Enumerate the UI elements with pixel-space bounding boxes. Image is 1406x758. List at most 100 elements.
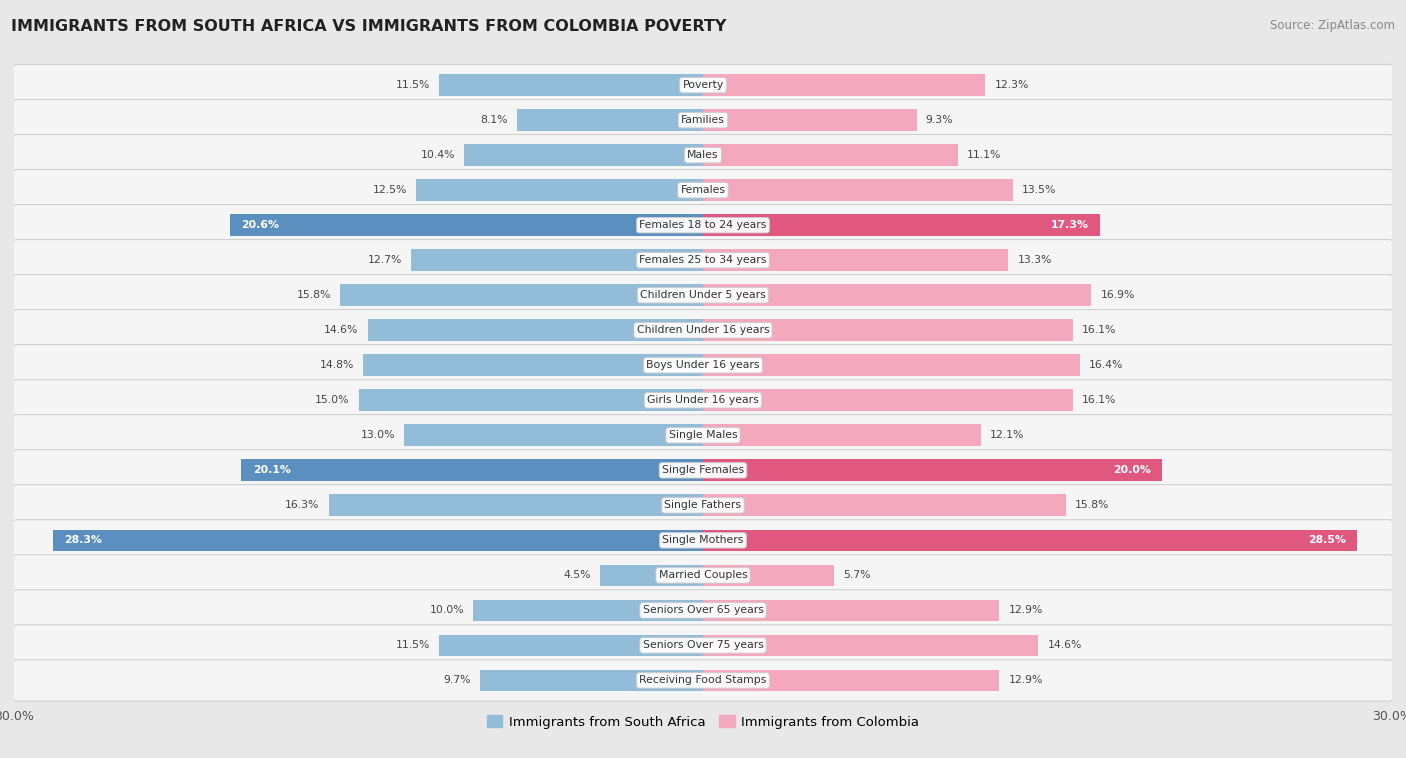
Text: 15.8%: 15.8% <box>297 290 330 300</box>
Text: Children Under 5 years: Children Under 5 years <box>640 290 766 300</box>
Bar <box>703 565 834 586</box>
Text: 10.4%: 10.4% <box>420 150 456 160</box>
Bar <box>242 459 703 481</box>
FancyBboxPatch shape <box>13 205 1393 246</box>
Text: 12.9%: 12.9% <box>1008 606 1043 615</box>
Text: 20.6%: 20.6% <box>242 221 280 230</box>
Bar <box>439 74 703 96</box>
Bar <box>412 249 703 271</box>
Text: Single Fathers: Single Fathers <box>665 500 741 510</box>
Text: 20.0%: 20.0% <box>1114 465 1152 475</box>
Text: 16.1%: 16.1% <box>1083 325 1116 335</box>
Text: Seniors Over 65 years: Seniors Over 65 years <box>643 606 763 615</box>
Text: 16.9%: 16.9% <box>1101 290 1135 300</box>
Text: 14.8%: 14.8% <box>319 360 354 370</box>
Text: 11.1%: 11.1% <box>967 150 1001 160</box>
Text: Children Under 16 years: Children Under 16 years <box>637 325 769 335</box>
Text: 5.7%: 5.7% <box>844 570 870 581</box>
Bar <box>703 600 1000 622</box>
Text: 11.5%: 11.5% <box>395 641 430 650</box>
Text: 15.8%: 15.8% <box>1076 500 1109 510</box>
Bar <box>703 634 1038 656</box>
Bar <box>703 74 986 96</box>
Text: Boys Under 16 years: Boys Under 16 years <box>647 360 759 370</box>
FancyBboxPatch shape <box>13 590 1393 631</box>
Bar <box>340 284 703 306</box>
Bar <box>703 669 1000 691</box>
Text: 13.5%: 13.5% <box>1022 185 1056 196</box>
Text: 4.5%: 4.5% <box>562 570 591 581</box>
Bar <box>703 215 1101 236</box>
Text: 28.3%: 28.3% <box>65 535 103 545</box>
Bar <box>363 355 703 376</box>
Text: 15.0%: 15.0% <box>315 396 349 406</box>
Bar <box>703 494 1066 516</box>
Text: Single Mothers: Single Mothers <box>662 535 744 545</box>
Bar <box>703 459 1163 481</box>
Bar <box>405 424 703 446</box>
FancyBboxPatch shape <box>13 240 1393 281</box>
Text: Single Males: Single Males <box>669 431 737 440</box>
Bar <box>474 600 703 622</box>
FancyBboxPatch shape <box>13 345 1393 386</box>
FancyBboxPatch shape <box>13 170 1393 211</box>
Legend: Immigrants from South Africa, Immigrants from Colombia: Immigrants from South Africa, Immigrants… <box>481 709 925 734</box>
Text: 8.1%: 8.1% <box>481 115 508 125</box>
Text: 17.3%: 17.3% <box>1050 221 1088 230</box>
Text: 9.7%: 9.7% <box>443 675 471 685</box>
Text: Females: Females <box>681 185 725 196</box>
Bar <box>464 144 703 166</box>
Text: 11.5%: 11.5% <box>395 80 430 90</box>
Text: Females 18 to 24 years: Females 18 to 24 years <box>640 221 766 230</box>
FancyBboxPatch shape <box>13 380 1393 421</box>
FancyBboxPatch shape <box>13 274 1393 316</box>
Text: 16.1%: 16.1% <box>1083 396 1116 406</box>
Text: 20.1%: 20.1% <box>253 465 291 475</box>
FancyBboxPatch shape <box>13 134 1393 176</box>
Text: 10.0%: 10.0% <box>430 606 464 615</box>
Bar <box>703 355 1080 376</box>
Bar <box>703 249 1008 271</box>
Bar <box>517 109 703 131</box>
FancyBboxPatch shape <box>13 415 1393 456</box>
Text: 12.3%: 12.3% <box>994 80 1029 90</box>
Text: 28.5%: 28.5% <box>1308 535 1346 545</box>
Text: 14.6%: 14.6% <box>325 325 359 335</box>
Bar <box>599 565 703 586</box>
Bar <box>703 424 981 446</box>
Text: Poverty: Poverty <box>682 80 724 90</box>
Text: Married Couples: Married Couples <box>658 570 748 581</box>
Text: 13.3%: 13.3% <box>1018 255 1052 265</box>
Text: Girls Under 16 years: Girls Under 16 years <box>647 396 759 406</box>
Text: Source: ZipAtlas.com: Source: ZipAtlas.com <box>1270 19 1395 32</box>
Text: Females 25 to 34 years: Females 25 to 34 years <box>640 255 766 265</box>
Text: 14.6%: 14.6% <box>1047 641 1081 650</box>
Text: 16.4%: 16.4% <box>1088 360 1123 370</box>
Text: Single Females: Single Females <box>662 465 744 475</box>
FancyBboxPatch shape <box>13 64 1393 106</box>
FancyBboxPatch shape <box>13 484 1393 526</box>
FancyBboxPatch shape <box>13 520 1393 561</box>
Bar <box>368 319 703 341</box>
Text: Males: Males <box>688 150 718 160</box>
Bar <box>359 390 703 411</box>
FancyBboxPatch shape <box>13 99 1393 141</box>
Text: Receiving Food Stamps: Receiving Food Stamps <box>640 675 766 685</box>
FancyBboxPatch shape <box>13 309 1393 351</box>
FancyBboxPatch shape <box>13 555 1393 596</box>
Bar <box>703 319 1073 341</box>
Bar <box>481 669 703 691</box>
Bar <box>703 284 1091 306</box>
Bar <box>439 634 703 656</box>
Bar <box>703 109 917 131</box>
FancyBboxPatch shape <box>13 659 1393 701</box>
Text: 12.5%: 12.5% <box>373 185 406 196</box>
Bar <box>53 530 703 551</box>
Text: Seniors Over 75 years: Seniors Over 75 years <box>643 641 763 650</box>
Bar <box>703 144 957 166</box>
Text: 16.3%: 16.3% <box>285 500 319 510</box>
Bar <box>703 390 1073 411</box>
Text: 12.7%: 12.7% <box>368 255 402 265</box>
FancyBboxPatch shape <box>13 625 1393 666</box>
Bar <box>416 180 703 201</box>
